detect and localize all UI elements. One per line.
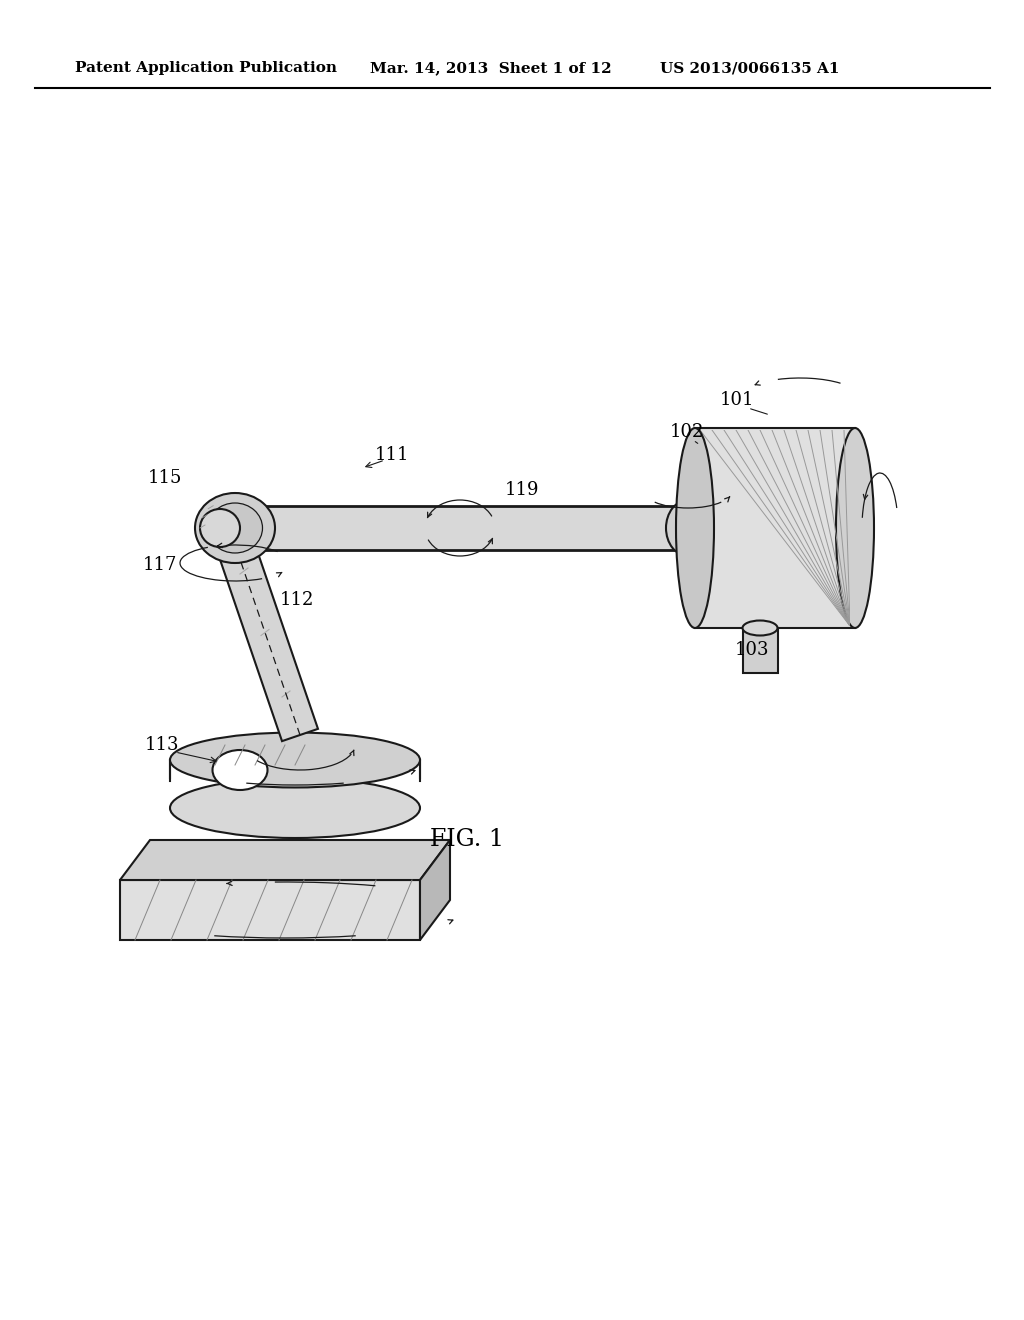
Polygon shape: [212, 524, 318, 741]
Polygon shape: [255, 506, 680, 550]
Ellipse shape: [742, 620, 777, 635]
Text: 111: 111: [375, 446, 410, 465]
Text: 119: 119: [505, 480, 540, 499]
Text: 112: 112: [280, 591, 314, 609]
Ellipse shape: [208, 503, 262, 553]
Polygon shape: [420, 840, 450, 940]
Polygon shape: [120, 840, 450, 880]
Text: 113: 113: [145, 737, 179, 754]
Ellipse shape: [836, 428, 874, 628]
Ellipse shape: [195, 492, 275, 564]
Text: 102: 102: [670, 422, 705, 441]
Ellipse shape: [666, 500, 710, 556]
Text: 101: 101: [720, 391, 755, 409]
Ellipse shape: [170, 733, 420, 788]
Ellipse shape: [170, 777, 420, 838]
Text: US 2013/0066135 A1: US 2013/0066135 A1: [660, 61, 840, 75]
Text: FIG. 1: FIG. 1: [430, 829, 504, 851]
Text: Patent Application Publication: Patent Application Publication: [75, 61, 337, 75]
Ellipse shape: [676, 428, 714, 628]
Polygon shape: [742, 628, 777, 673]
Text: Mar. 14, 2013  Sheet 1 of 12: Mar. 14, 2013 Sheet 1 of 12: [370, 61, 611, 75]
Polygon shape: [120, 880, 420, 940]
Polygon shape: [695, 428, 855, 628]
Ellipse shape: [200, 510, 240, 546]
Ellipse shape: [213, 750, 267, 789]
Text: 117: 117: [143, 556, 177, 574]
Text: 103: 103: [735, 642, 769, 659]
Text: 115: 115: [148, 469, 182, 487]
